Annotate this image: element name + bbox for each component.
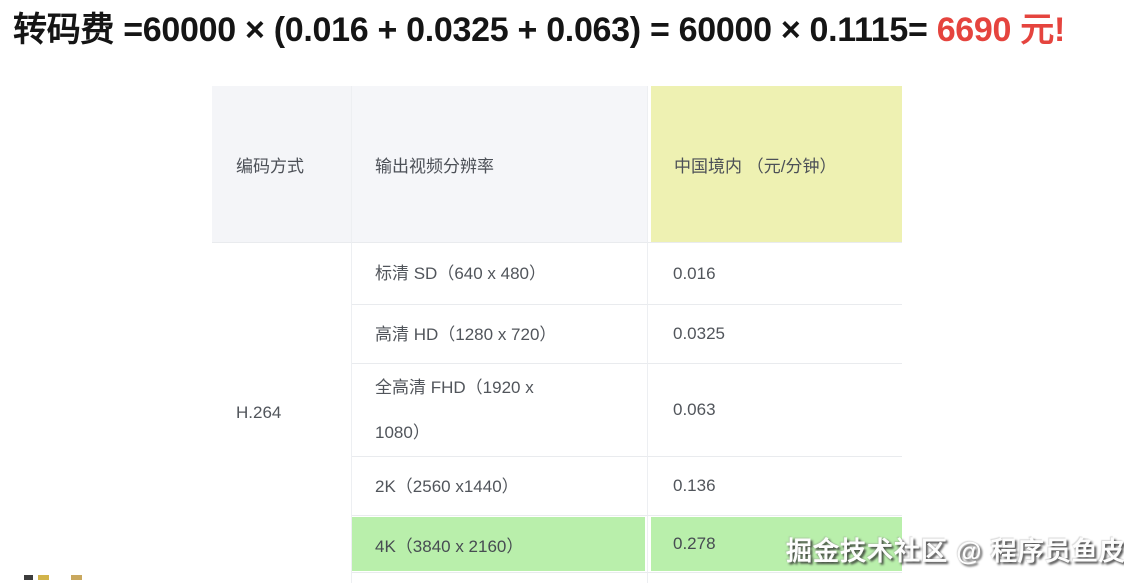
table-row-resolution: 全高清 FHD（1920 x 1080） xyxy=(352,364,648,457)
yellow-highlight: 中国境内 （元/分钟） xyxy=(651,86,902,242)
green-highlight: 0.278 xyxy=(651,517,902,571)
green-highlight: 4K（3840 x 2160） xyxy=(352,517,645,571)
table-row-price: 0.136 xyxy=(648,457,902,516)
cropped-fragment xyxy=(24,575,33,580)
pricing-table: 编码方式 输出视频分辨率 中国境内 （元/分钟） H.264 标清 SD（640… xyxy=(212,86,902,583)
table-row-resolution: 标清 SD（640 x 480） xyxy=(352,243,648,305)
table-row-price: 0.063 xyxy=(648,364,902,457)
formula-result: 6690 元! xyxy=(936,11,1066,49)
header-codec: 编码方式 xyxy=(212,86,352,243)
table-row-price: 0.016 xyxy=(648,243,902,305)
header-price-cn: 中国境内 （元/分钟） xyxy=(648,86,902,243)
transcode-cost-formula: 转码费 =60000 × (0.016 + 0.0325 + 0.063) = … xyxy=(13,7,1065,53)
cropped-fragment xyxy=(71,575,82,580)
table-row-price-highlighted: 0.278 xyxy=(648,516,902,573)
table-row-resolution: 2K（2560 x1440） xyxy=(352,457,648,516)
codec-cell: H.264 xyxy=(212,243,352,583)
header-resolution: 输出视频分辨率 xyxy=(352,86,648,243)
watermark: 掘金技术社区 @ 程序员鱼皮 xyxy=(786,536,1124,566)
table-row-resolution: 高清 HD（1280 x 720） xyxy=(352,305,648,364)
table-row-resolution-highlighted: 4K（3840 x 2160） xyxy=(352,516,648,573)
formula-expression: 转码费 =60000 × (0.016 + 0.0325 + 0.063) = … xyxy=(13,11,937,49)
table-row-partial xyxy=(352,573,648,583)
cropped-fragment xyxy=(38,575,49,580)
table-row-partial xyxy=(648,573,902,583)
table-row-price: 0.0325 xyxy=(648,305,902,364)
